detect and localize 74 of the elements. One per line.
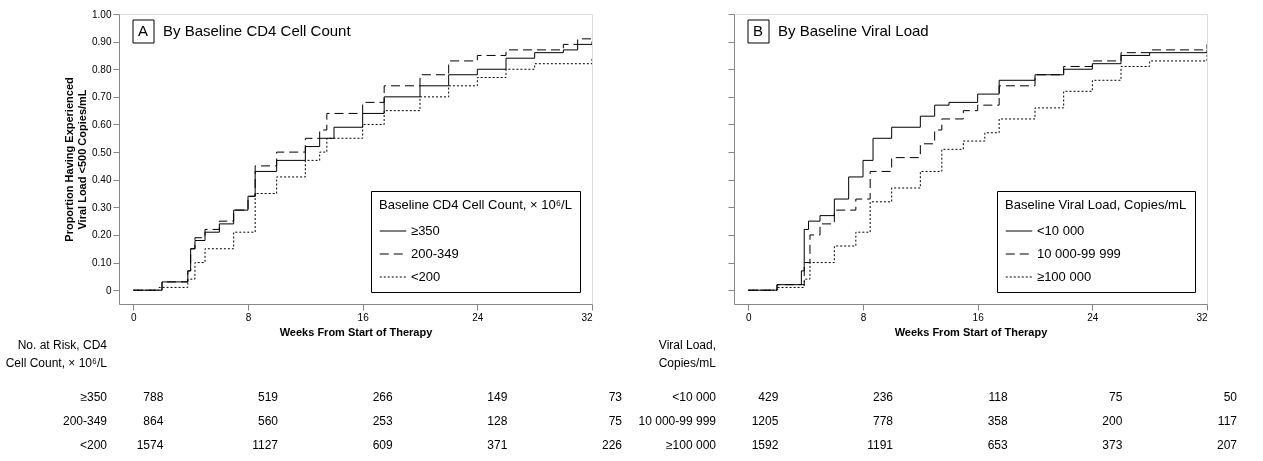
y-tick-label: 0: [105, 284, 112, 296]
text: 149: [487, 390, 508, 404]
text: 118: [988, 390, 1008, 404]
x-axis-title: Weeks From Start of Therapy: [279, 325, 434, 338]
text: 1127: [252, 438, 279, 452]
y-tick-label: 0.80: [92, 63, 112, 75]
text: 864: [143, 414, 164, 428]
text: 226: [601, 438, 623, 452]
text: 653: [987, 438, 1008, 452]
legend-label: <200: [411, 269, 441, 284]
text: 10 000-99 999: [638, 414, 717, 428]
text: 1592: [751, 438, 779, 452]
x-tick-label: 8: [860, 311, 867, 323]
text: 75: [608, 414, 623, 428]
x-tick-label: 32: [1196, 311, 1208, 323]
y-tick-label: 0.40: [92, 174, 112, 186]
x-tick-label: 0: [746, 311, 753, 323]
legend-label: <10 000: [1037, 223, 1085, 238]
text: No. at Risk, CD4 Cell Count, × 10⁶/L: [5, 338, 108, 370]
text: ≥350: [80, 390, 108, 404]
text: 1191: [867, 438, 894, 452]
y-tick-label: 0.10: [92, 257, 112, 269]
text: 50: [1223, 390, 1238, 404]
legend-label: ≥100 000: [1037, 269, 1092, 284]
text: By Baseline CD4 Cell Count: [163, 22, 352, 39]
y-axis-title: Proportion Having Experienced Viral Load <500 Copies/mL: [63, 77, 89, 242]
text: 266: [372, 390, 393, 404]
text: 519: [257, 390, 279, 404]
text: 788: [143, 390, 164, 404]
text: 236: [872, 390, 894, 404]
text: <10 000: [672, 390, 717, 404]
text: Viral Load, Copies/mL: [658, 338, 717, 370]
text: 117: [1217, 414, 1238, 428]
text: 609: [372, 438, 393, 452]
text: 200: [1102, 414, 1123, 428]
text: 73: [608, 390, 623, 404]
y-tick-label: 0.90: [92, 36, 112, 48]
x-tick-label: 24: [1087, 311, 1099, 323]
text: 560: [257, 414, 279, 428]
text: By Baseline Viral Load: [778, 22, 929, 39]
legend-title: Baseline Viral Load, Copies/mL: [1005, 197, 1187, 212]
text: 429: [758, 390, 779, 404]
y-tick-label: 0.70: [92, 91, 112, 103]
y-tick-label: 0.20: [92, 229, 112, 241]
text: ≥100 000: [666, 438, 717, 452]
x-tick-label: 8: [245, 311, 252, 323]
y-tick-label: 0.50: [92, 146, 112, 158]
annotation: A: [137, 22, 149, 39]
text: 128: [487, 414, 508, 428]
legend-label: 200-349: [411, 246, 459, 261]
text: 253: [372, 414, 393, 428]
x-axis-title: Weeks From Start of Therapy: [894, 325, 1049, 338]
text: 1574: [136, 438, 164, 452]
annotation: B: [752, 22, 764, 39]
text: 75: [1108, 390, 1123, 404]
y-tick-label: 0.60: [92, 118, 112, 130]
x-tick-label: 16: [357, 311, 370, 323]
legend-title: Baseline CD4 Cell Count, × 10⁶/L: [379, 197, 572, 212]
y-tick-label: 0.30: [92, 201, 112, 213]
legend-label: ≥350: [411, 223, 440, 238]
x-tick-label: 24: [472, 311, 484, 323]
text: 200-349: [62, 414, 108, 428]
x-tick-label: 32: [581, 311, 593, 323]
y-tick-label: 1.00: [92, 8, 112, 20]
x-tick-label: 16: [972, 311, 985, 323]
legend-label: 10 000-99 999: [1037, 246, 1121, 261]
text: 373: [1102, 438, 1123, 452]
text: 778: [872, 414, 894, 428]
x-tick-label: 0: [131, 311, 138, 323]
text: 1205: [751, 414, 779, 428]
text: 371: [487, 438, 508, 452]
text: 207: [1216, 438, 1238, 452]
text: <200: [79, 438, 108, 452]
text: 358: [987, 414, 1008, 428]
